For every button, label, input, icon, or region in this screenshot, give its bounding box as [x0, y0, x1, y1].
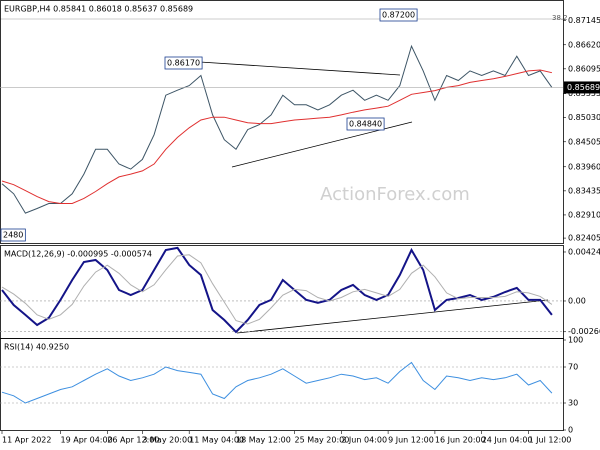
y-tick-label: -0.002667 — [568, 327, 600, 336]
y-tick-label: 0.87145 — [568, 16, 600, 25]
y-tick-label: 0.86620 — [568, 40, 600, 49]
watermark: ActionForex.com — [320, 184, 470, 205]
x-tick-label: 3 May 20:00 — [142, 436, 192, 445]
y-tick-label: 0.83435 — [568, 186, 600, 195]
annotation: 0.86170 — [167, 59, 200, 68]
y-tick-label: 0 — [568, 426, 573, 435]
y-tick-label: 70 — [568, 363, 578, 372]
y-tick-label: 0.83960 — [568, 162, 600, 171]
panel-title: EURGBP,H4 0.85841 0.86018 0.85637 0.8568… — [4, 5, 193, 14]
y-tick-label: 0.82405 — [568, 234, 600, 243]
x-tick-label: 18 May 12:00 — [236, 436, 291, 445]
annotation: 2480 — [3, 231, 23, 240]
annotation-box — [164, 56, 203, 70]
panel-frame — [0, 0, 564, 244]
last-price-box — [564, 81, 600, 94]
x-tick-label: 16 Jun 20:00 — [435, 436, 486, 445]
x-tick-label: 26 Apr 12:00 — [107, 436, 159, 445]
panel-frame — [0, 338, 564, 431]
y-tick-label: 0.86095 — [568, 64, 600, 73]
series-line — [1, 44, 553, 214]
y-tick-label: 0.85555 — [568, 89, 600, 98]
last-price-label: 0.85689 — [567, 83, 600, 92]
x-tick-label: 24 Jun 04:00 — [482, 436, 533, 445]
y-tick-label: 0.82910 — [568, 210, 600, 219]
annotation: 0.87200 — [382, 11, 415, 20]
annotation-box — [0, 228, 26, 242]
y-tick-label: 0.004248 — [568, 247, 600, 256]
series-line — [1, 69, 553, 204]
trend-line — [199, 61, 401, 76]
trend-line — [236, 299, 549, 334]
x-tick-label: 11 Apr 2022 — [2, 436, 51, 445]
annotation: 38.2 — [552, 14, 568, 22]
x-tick-label: 1 Jul 12:00 — [529, 436, 572, 445]
x-tick-label: 25 May 20:00 — [295, 436, 350, 445]
annotation-box — [346, 117, 385, 131]
y-tick-label: 30 — [568, 399, 578, 408]
x-tick-label: 11 May 04:00 — [189, 436, 244, 445]
y-tick-label: 100 — [568, 336, 583, 345]
x-tick-label: 19 Apr 04:00 — [61, 436, 113, 445]
panel-title: RSI(14) 40.9250 — [4, 343, 69, 352]
y-tick-label: 0.84505 — [568, 137, 600, 146]
series-line — [1, 246, 553, 334]
annotation: 0.84840 — [349, 120, 382, 129]
x-tick-label: 2 Jun 04:00 — [341, 436, 387, 445]
series-line — [1, 361, 553, 404]
y-tick-label: 0.85030 — [568, 113, 600, 122]
panel-title: MACD(12,26,9) -0.000995 -0.000574 — [4, 250, 152, 259]
annotation-box — [379, 8, 418, 22]
y-tick-label: 0.00 — [568, 296, 586, 305]
x-tick-label: 9 Jun 12:00 — [388, 436, 434, 445]
series-line — [1, 254, 553, 325]
